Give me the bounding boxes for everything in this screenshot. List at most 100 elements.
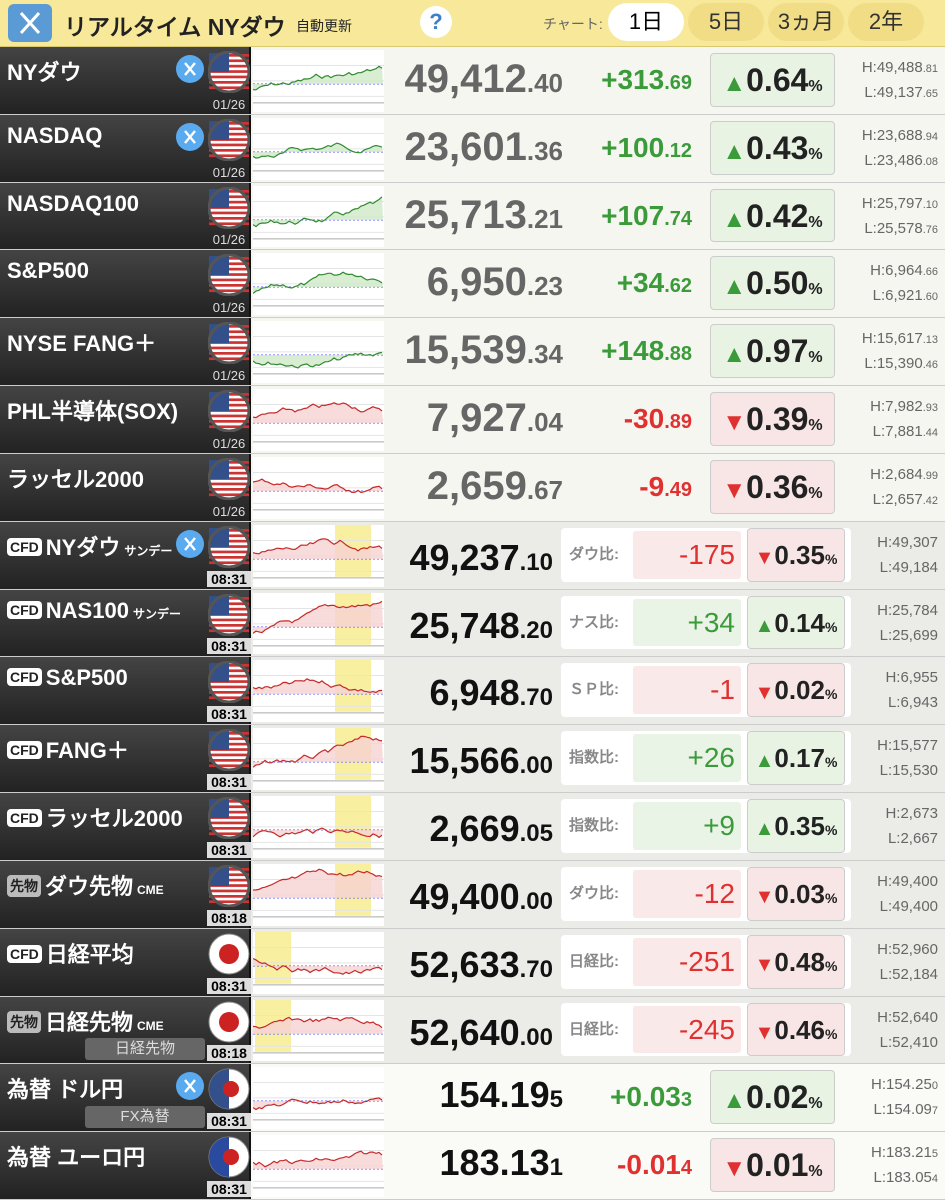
low-int: L:154.09 <box>873 1101 932 1119</box>
percent: 0.42 <box>746 197 809 234</box>
compare-label: ナス比: <box>569 613 619 631</box>
percent: 0.01 <box>746 1147 809 1184</box>
high-int: H:2,684 <box>870 465 923 483</box>
quote-row[interactable]: 先物 ダウ先物 CME 08:18 49,400.00 ダウ比: -12 ▼0.03% H:49… <box>0 860 945 929</box>
flag-stripe <box>209 561 249 564</box>
arrow: ▼ <box>754 1021 775 1044</box>
row-label-panel: CFD 日経平均 08:31 <box>0 928 251 996</box>
flag-stripe <box>209 86 249 90</box>
name: 為替 ドル円 <box>7 1077 124 1103</box>
quote-row[interactable]: CFD NAS100 サンデー 08:31 25,748.20 ナス比: +34 ▲0.14%… <box>0 589 945 658</box>
price: 2,659.67 <box>427 464 563 509</box>
instrument-name: S&P500 <box>7 258 89 284</box>
quote-row[interactable]: S&P500 01/26 6,950.23 +34.62 ▲0.50% H:6,964.6… <box>0 250 945 319</box>
sparkline[interactable] <box>253 389 384 451</box>
high-dec: 0 <box>931 1080 938 1093</box>
high-value: H:15,577 <box>877 737 938 755</box>
low-value: L:25,699 <box>879 626 938 644</box>
range-tab[interactable]: 1日 <box>608 3 684 41</box>
change: +313.69 <box>601 64 692 96</box>
percent-sign: % <box>808 1095 823 1113</box>
sparkline[interactable] <box>253 1067 384 1130</box>
x-share-icon[interactable] <box>175 1071 205 1101</box>
percent-sign: % <box>824 550 838 567</box>
quote-row[interactable]: 為替 ユーロ円 08:31 183.131 -0.014 ▼0.01% H:183.215… <box>0 1132 945 1200</box>
percent-sign: % <box>808 417 823 435</box>
quote-row[interactable]: NYダウ 01/26 49,412.40 +313.69 ▲0.64% H:49,488.… <box>0 47 945 115</box>
quote-row[interactable]: CFD 日経平均 08:31 52,633.70 日経比: -251 ▼0.48% H:52,… <box>0 928 945 997</box>
change-dec: 4 <box>680 1157 692 1180</box>
arrow: ▼ <box>722 476 747 504</box>
quote-row[interactable]: NASDAQ 01/26 23,601.36 +100.12 ▲0.43% H:23,68… <box>0 114 945 183</box>
instrument-name: CFD ラッセル2000 <box>7 801 183 833</box>
flag-sun <box>219 943 239 964</box>
quote-row[interactable]: CFD NYダウ サンデー 08:31 49,237.10 ダウ比: -175 ▼0.35% H… <box>0 521 945 590</box>
instrument-name: CFD NYダウ サンデー <box>7 530 172 562</box>
quote-row[interactable]: CFD ラッセル2000 08:31 2,669.05 指数比: +9 ▲0.35% H:2,… <box>0 793 945 861</box>
price-int: 154.19 <box>439 1074 550 1116</box>
sparkline[interactable] <box>253 796 384 858</box>
price-int: 23,601 <box>404 124 527 169</box>
x-share-icon[interactable] <box>175 54 205 84</box>
sparkline[interactable] <box>253 253 384 316</box>
row-label-panel: 為替 ユーロ円 08:31 <box>0 1132 251 1199</box>
quote-row[interactable]: 先物 日経先物 CME 08:18 日経先物 52,640.00 日経比: -245 ▼0.46… <box>0 996 945 1065</box>
sparkline[interactable] <box>253 524 384 587</box>
price-dec: .36 <box>526 135 563 166</box>
flag-stripe <box>209 425 249 429</box>
x-share-icon[interactable] <box>175 122 205 152</box>
sparkline[interactable] <box>253 660 384 723</box>
low-value: L:2,667 <box>887 830 938 848</box>
sparkline[interactable] <box>253 456 384 519</box>
low-value: L:49,184 <box>879 558 938 576</box>
sub-link[interactable]: FX為替 <box>85 1106 205 1129</box>
percent-box: ▼0.39% <box>710 392 835 446</box>
sparkline[interactable] <box>253 728 384 791</box>
quote-row[interactable]: CFD FANG＋ 08:31 15,566.00 指数比: +26 ▲0.17% H:15,… <box>0 725 945 794</box>
sparkline[interactable] <box>253 999 384 1062</box>
sparkline[interactable] <box>253 863 384 926</box>
low: L:7,881.44 <box>873 423 938 440</box>
change: +148.88 <box>601 335 692 367</box>
sparkline-area <box>253 142 383 158</box>
sparkline[interactable] <box>253 117 384 180</box>
flag-stripe <box>209 279 249 282</box>
range-tab[interactable]: 2年 <box>848 3 924 41</box>
percent-box: ▲0.17% <box>747 731 845 786</box>
x-share-icon[interactable] <box>175 529 205 559</box>
sparkline-line <box>253 537 383 555</box>
flag-stripe <box>209 222 249 225</box>
range-tab[interactable]: 5日 <box>688 3 764 41</box>
x-logo[interactable] <box>8 4 52 42</box>
quote-row[interactable]: PHL半導体(SOX) 01/26 7,927.04 -30.89 ▼0.39% H:7,… <box>0 386 945 454</box>
row-label-panel: NASDAQ 01/26 <box>0 114 251 182</box>
quote-row[interactable]: CFD S&P500 08:31 6,948.70 ＳＰ比: -1 ▼0.02% H:6,95… <box>0 657 945 726</box>
price-int: 49,237 <box>409 536 520 578</box>
quote-row[interactable]: NYSE FANG＋ 01/26 15,539.34 +148.88 ▲0.97% H:1… <box>0 318 945 387</box>
help-button[interactable]: ? <box>420 6 452 38</box>
percent: 0.03 <box>774 878 825 909</box>
sparkline[interactable] <box>253 321 384 384</box>
flag-stripe <box>209 211 249 214</box>
quote-row[interactable]: NASDAQ100 01/26 25,713.21 +107.74 ▲0.42% H:25… <box>0 182 945 251</box>
percent-box: ▲0.64% <box>710 53 835 107</box>
sub-link[interactable]: 日経先物 <box>85 1038 205 1061</box>
diff-box: -175 <box>633 530 741 579</box>
sparkline[interactable] <box>253 592 384 655</box>
percent: 0.02 <box>746 1079 809 1116</box>
sparkline[interactable] <box>253 50 384 112</box>
quote-row[interactable]: ラッセル2000 01/26 2,659.67 -9.49 ▼0.36% H:2,684.… <box>0 453 945 522</box>
price: 2,669.05 <box>430 808 553 850</box>
instrument-name: ラッセル2000 <box>7 462 144 494</box>
quote-row[interactable]: 為替 ドル円 08:31 FX為替 154.195 +0.033 ▲0.02% H:154.… <box>0 1064 945 1133</box>
sparkline[interactable] <box>253 185 384 248</box>
range-tab[interactable]: 3ヵ月 <box>768 3 844 41</box>
price: 7,927.04 <box>427 396 563 441</box>
low-dec: .60 <box>922 291 938 304</box>
update-time: 01/26 <box>212 435 246 451</box>
sparkline-line <box>253 678 383 694</box>
sparkline[interactable] <box>253 1135 384 1197</box>
high-value: H:6,955 <box>885 669 938 687</box>
sparkline-line <box>253 1150 383 1168</box>
sparkline[interactable] <box>253 931 384 994</box>
